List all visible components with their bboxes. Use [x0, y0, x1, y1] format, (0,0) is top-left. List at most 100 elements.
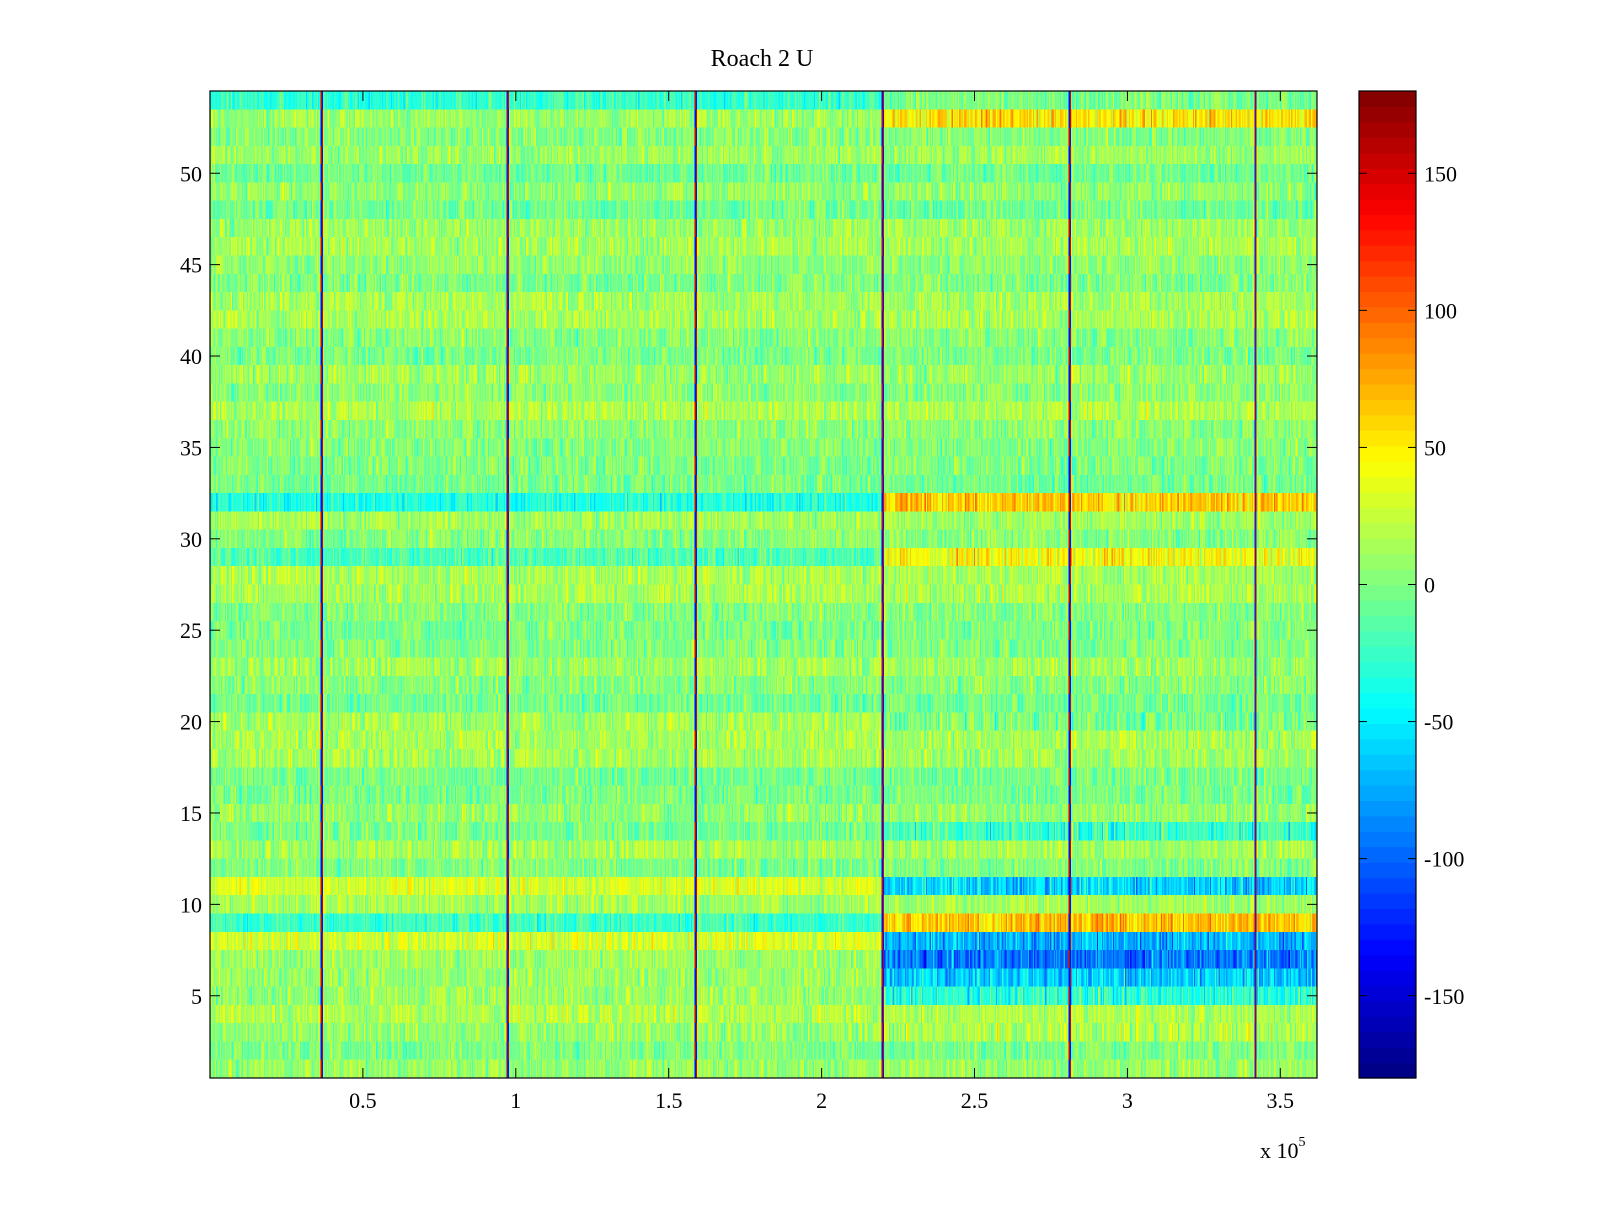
colorbar-step: [1359, 584, 1416, 601]
y-tick-label: 5: [191, 984, 202, 1009]
colorbar-step: [1359, 507, 1416, 524]
colorbar-step: [1359, 800, 1416, 817]
colorbar-tick-label: 0: [1424, 573, 1435, 598]
colorbar-step: [1359, 1031, 1416, 1048]
colorbar-step: [1359, 646, 1416, 663]
colorbar-step: [1359, 599, 1416, 616]
colorbar-step: [1359, 522, 1416, 539]
colorbar-step: [1359, 831, 1416, 848]
colorbar-step: [1359, 815, 1416, 832]
x-tick-label: 1: [510, 1088, 521, 1113]
colorbar-step: [1359, 862, 1416, 879]
colorbar-step: [1359, 677, 1416, 694]
colorbar-step: [1359, 754, 1416, 771]
colorbar-step: [1359, 168, 1416, 185]
colorbar-step: [1359, 769, 1416, 786]
y-tick-label: 50: [180, 161, 202, 186]
colorbar-tick-label: -150: [1424, 984, 1464, 1009]
colorbar-step: [1359, 245, 1416, 262]
colorbar-step: [1359, 723, 1416, 740]
x-axis: 0.5 1 1.5 2 2.5 3 3.5: [349, 91, 1294, 1113]
colorbar-tick-label: -100: [1424, 847, 1464, 872]
colorbar-step: [1359, 569, 1416, 586]
heatmap-cells: [210, 91, 1317, 1078]
x-tick-label: 3.5: [1267, 1088, 1295, 1113]
colorbar-tick-label: 150: [1424, 161, 1457, 186]
colorbar-step: [1359, 692, 1416, 709]
colorbar-step: [1359, 538, 1416, 555]
colorbar-axis: 150 100 50 0 -50 -100 -150: [1359, 161, 1464, 1009]
colorbar-step: [1359, 1000, 1416, 1017]
colorbar-step: [1359, 384, 1416, 401]
colorbar-step: [1359, 892, 1416, 909]
y-tick-label: 15: [180, 801, 202, 826]
colorbar-step: [1359, 846, 1416, 863]
x-tick-label: 2: [816, 1088, 827, 1113]
colorbar-step: [1359, 908, 1416, 925]
colorbar-step: [1359, 414, 1416, 431]
colorbar-step: [1359, 260, 1416, 277]
colorbar-step: [1359, 923, 1416, 940]
x-tick-label: 3: [1122, 1088, 1133, 1113]
colorbar-step: [1359, 137, 1416, 154]
colorbar-step: [1359, 985, 1416, 1002]
y-axis: 5 10 15 20 25 30 35 40 45 50: [180, 161, 1317, 1009]
colorbar-step: [1359, 970, 1416, 987]
y-tick-label: 20: [180, 710, 202, 735]
colorbar-step: [1359, 121, 1416, 138]
colorbar-step: [1359, 1016, 1416, 1033]
colorbar-tick-label: 50: [1424, 435, 1446, 460]
colorbar-step: [1359, 152, 1416, 169]
colorbar-step: [1359, 353, 1416, 370]
colorbar-step: [1359, 707, 1416, 724]
colorbar-step: [1359, 877, 1416, 894]
colorbar-step: [1359, 939, 1416, 956]
colorbar-step: [1359, 183, 1416, 200]
x-tick-label: 0.5: [349, 1088, 377, 1113]
x-multiplier-base: x 10: [1260, 1138, 1299, 1163]
colorbar: [1359, 91, 1416, 1079]
heatmap: [210, 91, 1317, 1078]
colorbar-tick-label: -50: [1424, 710, 1453, 735]
colorbar-step: [1359, 476, 1416, 493]
colorbar-step: [1359, 1047, 1416, 1064]
colorbar-step: [1359, 276, 1416, 293]
colorbar-step: [1359, 337, 1416, 354]
x-tick-label: 1.5: [655, 1088, 683, 1113]
colorbar-step: [1359, 615, 1416, 632]
colorbar-step: [1359, 229, 1416, 246]
colorbar-step: [1359, 784, 1416, 802]
y-tick-label: 25: [180, 618, 202, 643]
y-tick-label: 40: [180, 344, 202, 369]
colorbar-step: [1359, 322, 1416, 339]
x-tick-label: 2.5: [961, 1088, 989, 1113]
colorbar-step: [1359, 106, 1416, 123]
plot-frame: [209, 90, 1318, 1079]
colorbar-step: [1359, 91, 1416, 108]
x-axis-multiplier: x 105: [1260, 1135, 1306, 1163]
colorbar-step: [1359, 291, 1416, 308]
colorbar-step: [1359, 954, 1416, 971]
colorbar-step: [1359, 661, 1416, 678]
colorbar-tick-label: 100: [1424, 298, 1457, 323]
y-tick-label: 45: [180, 253, 202, 278]
colorbar-step: [1359, 214, 1416, 231]
y-tick-label: 35: [180, 435, 202, 460]
colorbar-step: [1359, 630, 1416, 647]
chart-title: Roach 2 U: [711, 46, 814, 72]
colorbar-step: [1359, 306, 1416, 323]
colorbar-step: [1359, 368, 1416, 385]
colorbar-step: [1359, 553, 1416, 570]
colorbar-step: [1359, 430, 1416, 447]
x-multiplier-exponent: 5: [1299, 1135, 1306, 1150]
colorbar-step: [1359, 738, 1416, 755]
colorbar-step: [1359, 198, 1416, 215]
colorbar-step: [1359, 491, 1416, 508]
y-tick-label: 30: [180, 527, 202, 552]
colorbar-step: [1359, 445, 1416, 462]
colorbar-step: [1359, 1062, 1416, 1079]
y-tick-label: 10: [180, 892, 202, 917]
colorbar-step: [1359, 461, 1416, 478]
